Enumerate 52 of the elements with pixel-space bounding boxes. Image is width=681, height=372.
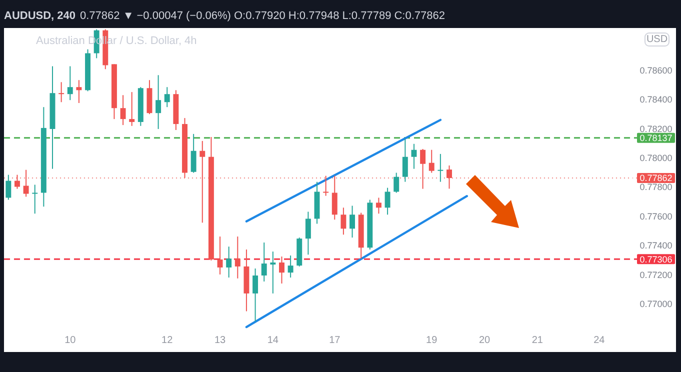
y-tick-label: 0.77400 (640, 240, 672, 251)
candlestick (32, 184, 38, 214)
candlestick (305, 211, 311, 256)
x-tick-label: 17 (329, 335, 341, 346)
ref-line-label: 0.78137 (640, 133, 672, 144)
candlestick (76, 80, 82, 104)
y-tick-label: 0.78600 (640, 65, 672, 76)
y-tick-label: 0.77200 (640, 270, 672, 280)
candlestick (279, 256, 284, 284)
candlestick (67, 66, 73, 101)
ref-line-label: 0.77862 (640, 173, 672, 184)
candlestick (129, 92, 135, 126)
x-tick-label: 12 (162, 335, 174, 346)
candlestick (402, 138, 408, 182)
chart-title: AUDUSD, 240 (4, 10, 76, 22)
candlestick (270, 251, 276, 294)
candlestick (438, 153, 444, 182)
candlestick (226, 246, 232, 278)
y-tick-label: 0.78200 (640, 124, 672, 134)
candlestick (340, 207, 346, 236)
candlestick (6, 174, 12, 200)
candlestick (288, 255, 294, 278)
candlestick (217, 236, 223, 275)
candlestick (190, 133, 196, 174)
x-tick-label: 24 (594, 335, 606, 346)
candlestick (411, 143, 417, 170)
x-tick-label: 14 (267, 335, 279, 346)
y-tick-label: 0.77800 (640, 182, 672, 192)
y-tick-label: 0.78400 (640, 94, 672, 105)
candlestick (252, 268, 258, 322)
y-tick-label: 0.77600 (640, 211, 672, 222)
candlestick (350, 205, 355, 238)
x-tick-label: 10 (64, 335, 76, 346)
candlestick (58, 82, 64, 103)
y-tick-label: 0.78000 (640, 153, 672, 164)
x-tick-label: 21 (532, 335, 544, 346)
text: USD (646, 34, 668, 45)
candlestick (120, 94, 126, 126)
chart-subtitle: 0.77862 ▼ −0.00047 (−0.06%) O:0.77920 H:0.77948 L:0.77789 C:0.77862 (80, 10, 446, 22)
candlestick (428, 149, 434, 174)
x-tick-label: 13 (214, 335, 226, 346)
candlestick (164, 86, 170, 108)
candlestick (234, 236, 240, 279)
candlestick (261, 242, 267, 282)
candlestick (394, 172, 400, 194)
ref-line-label: 0.77306 (640, 254, 672, 264)
y-tick-label: 0.77000 (640, 298, 672, 309)
x-tick-label: 20 (478, 335, 491, 346)
candlestick (384, 187, 390, 216)
x-tick-label: 19 (426, 335, 438, 346)
candlestick (156, 74, 162, 130)
candlestick (376, 197, 382, 214)
